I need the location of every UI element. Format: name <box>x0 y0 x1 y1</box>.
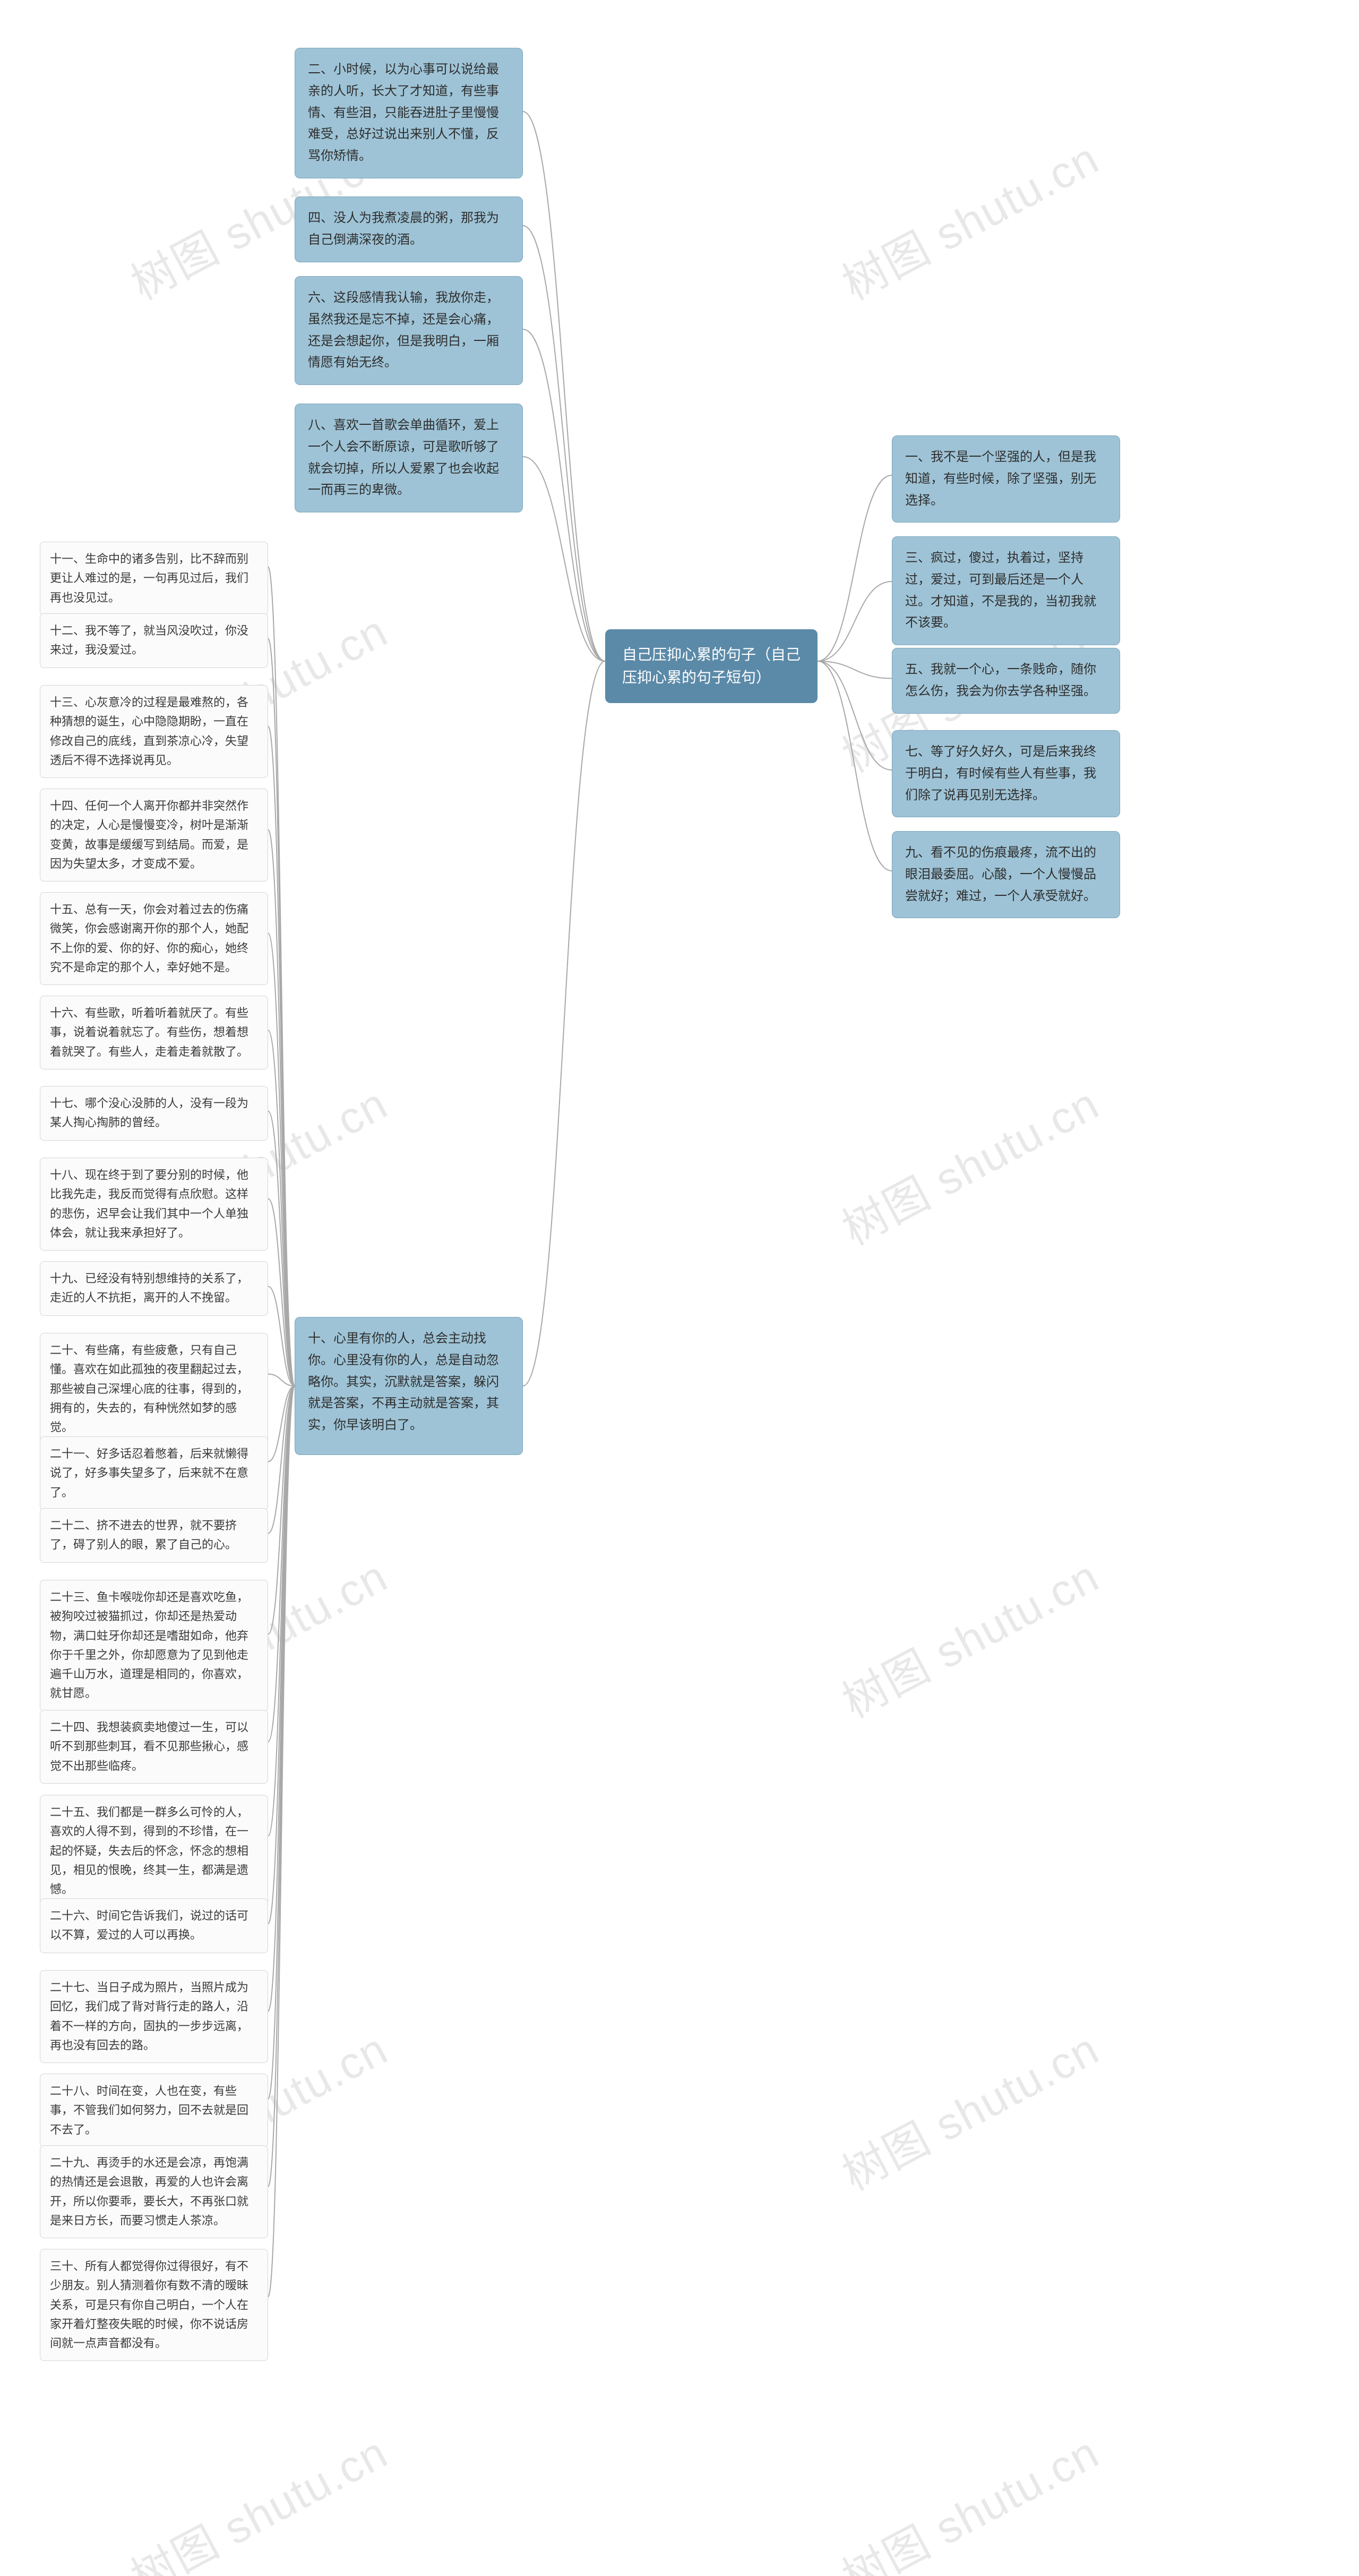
lvl1-right-2[interactable]: 五、我就一个心，一条贱命，随你怎么伤，我会为你去学各种坚强。 <box>892 648 1120 714</box>
lvl1-right-0[interactable]: 一、我不是一个坚强的人，但是我知道，有些时候，除了坚强，别无选择。 <box>892 435 1120 523</box>
lvl1-left-top-0[interactable]: 二、小时候，以为心事可以说给最亲的人听，长大了才知道，有些事情、有些泪，只能吞进… <box>295 48 523 178</box>
lvl2-left-child-12[interactable]: 二十三、鱼卡喉咙你却还是喜欢吃鱼，被狗咬过被猫抓过，你却还是热爱动物，满口蛀牙你… <box>40 1580 268 1711</box>
root-node[interactable]: 自己压抑心累的句子（自己压抑心累的句子短句） <box>605 629 818 703</box>
watermark-5: 树图 shutu.cn <box>830 1068 1109 1257</box>
watermark-11: 树图 shutu.cn <box>830 2417 1109 2576</box>
lvl1-left-top-1[interactable]: 四、没人为我煮凌晨的粥，那我为自己倒满深夜的酒。 <box>295 196 523 262</box>
watermark-1: 树图 shutu.cn <box>830 123 1109 312</box>
lvl2-left-child-19[interactable]: 三十、所有人都觉得你过得很好，有不少朋友。别人猜测着你有数不清的暧昧关系，可是只… <box>40 2249 268 2361</box>
lvl2-left-child-17[interactable]: 二十八、时间在变，人也在变，有些事，不管我们如何努力，回不去就是回不去了。 <box>40 2074 268 2147</box>
lvl1-right-3[interactable]: 七、等了好久好久，可是后来我终于明白，有时候有些人有些事，我们除了说再见别无选择… <box>892 730 1120 817</box>
lvl2-left-child-1[interactable]: 十二、我不等了，就当风没吹过，你没来过，我没爱过。 <box>40 613 268 668</box>
watermark-10: 树图 shutu.cn <box>118 2417 398 2576</box>
lvl2-left-child-18[interactable]: 二十九、再烫手的水还是会凉，再饱满的热情还是会退散，再爱的人也许会离开，所以你要… <box>40 2145 268 2238</box>
lvl2-left-child-0[interactable]: 十一、生命中的诸多告别，比不辞而别更让人难过的是，一句再见过后，我们再也没见过。 <box>40 542 268 615</box>
mindmap-canvas: 树图 shutu.cn 树图 shutu.cn 树图 shutu.cn 树图 shut… <box>0 0 1359 2576</box>
left-main-node[interactable]: 十、心里有你的人，总会主动找你。心里没有你的人，总是自动忽略你。其实，沉默就是答… <box>295 1317 523 1455</box>
lvl1-left-top-3[interactable]: 八、喜欢一首歌会单曲循环，爱上一个人会不断原谅，可是歌听够了就会切掉，所以人爱累… <box>295 404 523 512</box>
lvl2-left-child-5[interactable]: 十六、有些歌，听着听着就厌了。有些事，说着说着就忘了。有些伤，想着想着就哭了。有… <box>40 996 268 1069</box>
watermark-9: 树图 shutu.cn <box>830 2014 1109 2203</box>
lvl1-right-1[interactable]: 三、疯过，傻过，执着过，坚持过，爱过，可到最后还是一个人过。才知道，不是我的，当… <box>892 536 1120 645</box>
lvl2-left-child-2[interactable]: 十三、心灰意冷的过程是最难熬的，各种猜想的诞生，心中隐隐期盼，一直在修改自己的底… <box>40 685 268 778</box>
lvl2-left-child-15[interactable]: 二十六、时间它告诉我们，说过的话可以不算，爱过的人可以再换。 <box>40 1898 268 1953</box>
lvl2-left-child-10[interactable]: 二十一、好多话忍着憋着，后来就懒得说了，好多事失望多了，后来就不在意了。 <box>40 1436 268 1510</box>
lvl2-left-child-8[interactable]: 十九、已经没有特别想维持的关系了，走近的人不抗拒，离开的人不挽留。 <box>40 1261 268 1316</box>
lvl2-left-child-11[interactable]: 二十二、挤不进去的世界，就不要挤了，碍了别人的眼，累了自己的心。 <box>40 1508 268 1563</box>
lvl2-left-child-3[interactable]: 十四、任何一个人离开你都并非突然作的决定，人心是慢慢变冷，树叶是渐渐变黄，故事是… <box>40 789 268 882</box>
watermark-7: 树图 shutu.cn <box>830 1541 1109 1730</box>
lvl2-left-child-13[interactable]: 二十四、我想装疯卖地傻过一生，可以听不到那些刺耳，看不见那些揪心，感觉不出那些临… <box>40 1710 268 1784</box>
lvl2-left-child-6[interactable]: 十七、哪个没心没肺的人，没有一段为某人掏心掏肺的曾经。 <box>40 1086 268 1141</box>
lvl1-left-top-2[interactable]: 六、这段感情我认输，我放你走，虽然我还是忘不掉，还是会心痛，还是会想起你，但是我… <box>295 276 523 385</box>
lvl2-left-child-4[interactable]: 十五、总有一天，你会对着过去的伤痛微笑，你会感谢离开你的那个人，她配不上你的爱、… <box>40 892 268 985</box>
lvl2-left-child-7[interactable]: 十八、现在终于到了要分别的时候，他比我先走，我反而觉得有点欣慰。这样的悲伤，迟早… <box>40 1158 268 1251</box>
lvl2-left-child-9[interactable]: 二十、有些痛，有些疲惫，只有自己懂。喜欢在如此孤独的夜里翻起过去，那些被自己深埋… <box>40 1333 268 1445</box>
lvl1-right-4[interactable]: 九、看不见的伤痕最疼，流不出的眼泪最委屈。心酸，一个人慢慢品尝就好；难过，一个人… <box>892 831 1120 918</box>
lvl2-left-child-16[interactable]: 二十七、当日子成为照片，当照片成为回忆，我们成了背对背行走的路人，沿着不一样的方… <box>40 1970 268 2063</box>
lvl2-left-child-14[interactable]: 二十五、我们都是一群多么可怜的人，喜欢的人得不到，得到的不珍惜，在一起的怀疑，失… <box>40 1795 268 1907</box>
